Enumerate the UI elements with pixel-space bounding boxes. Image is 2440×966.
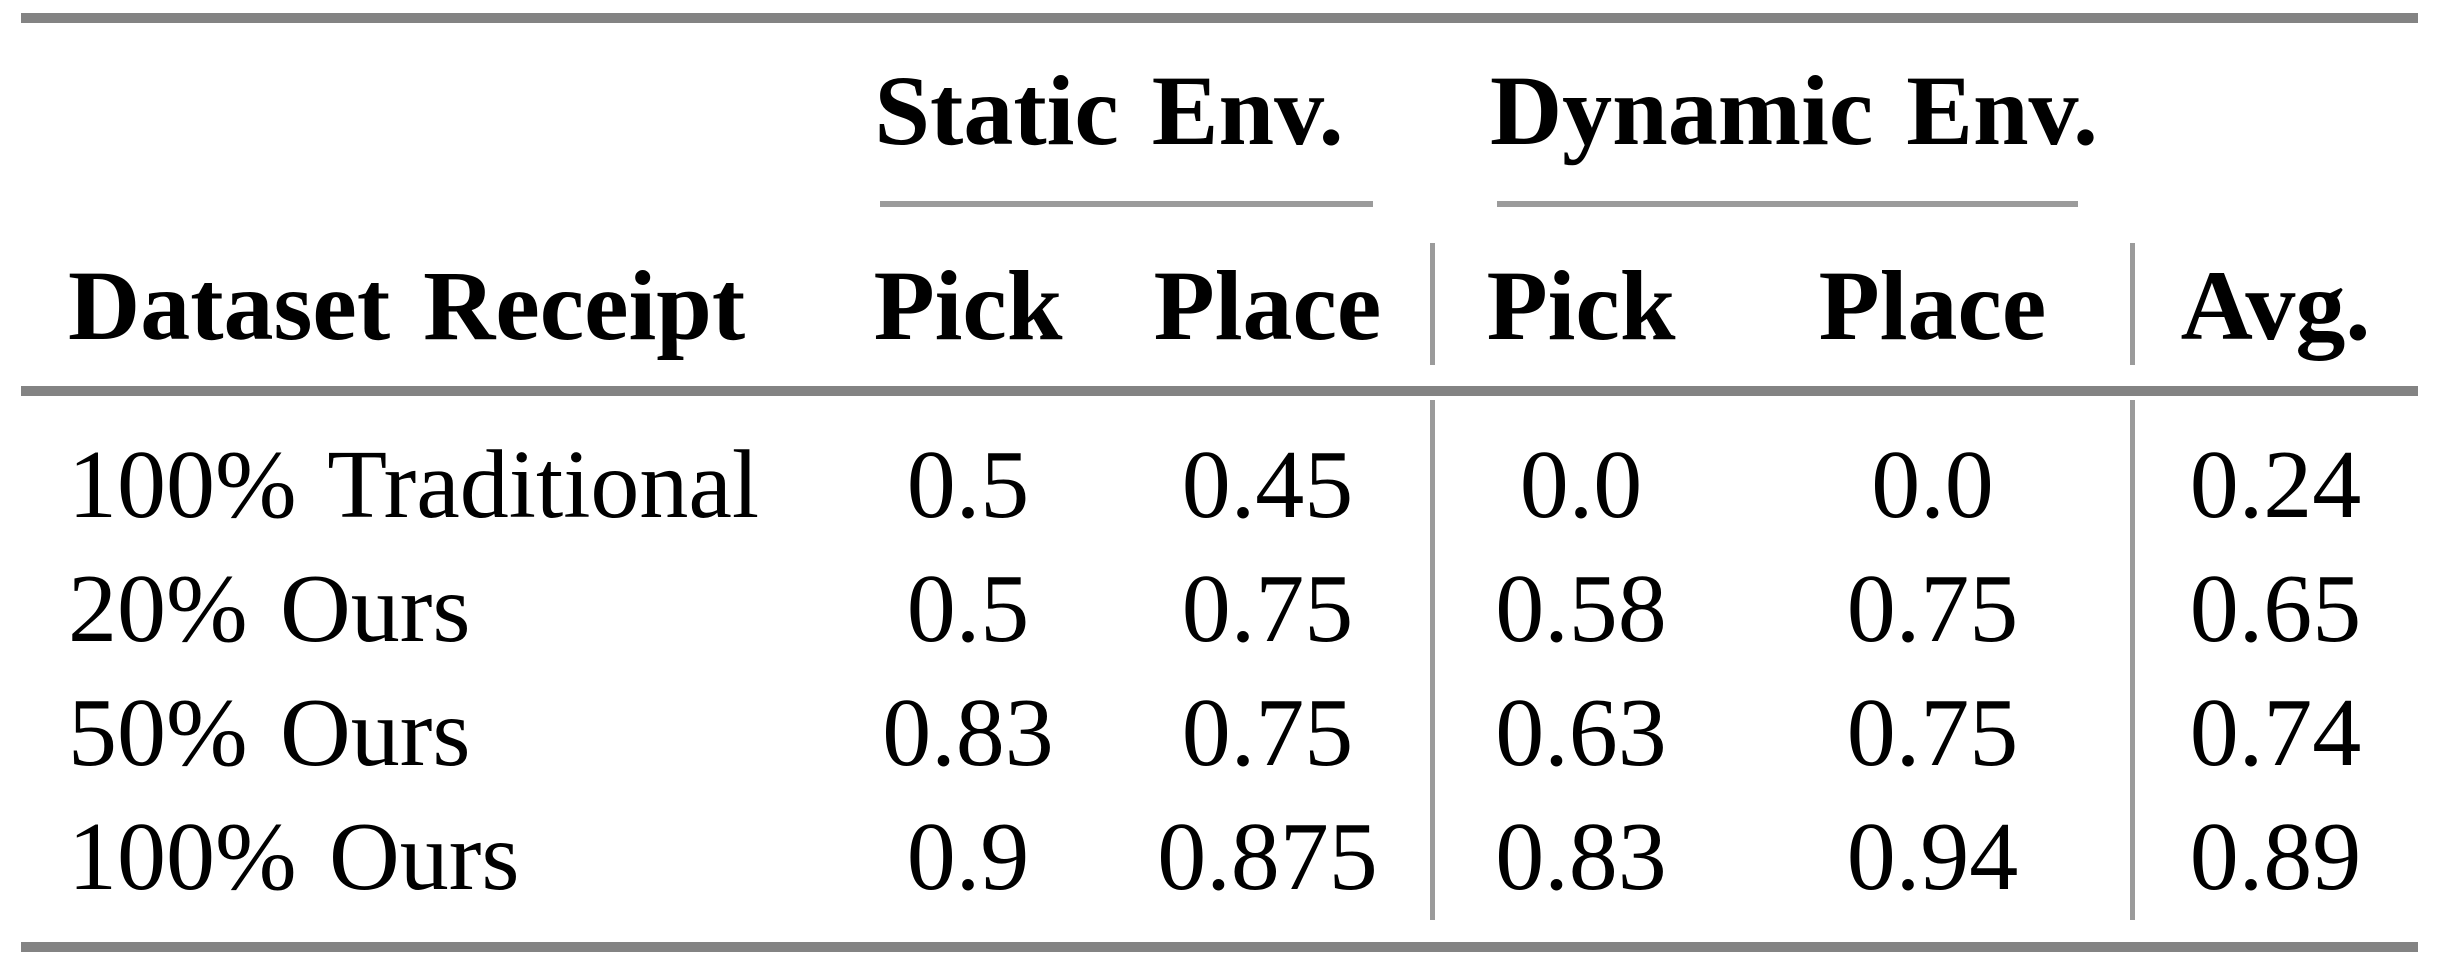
vertical-separator-avg-header <box>2130 243 2135 365</box>
row-label: 100% Traditional <box>68 431 760 539</box>
cell-static-place: 0.75 <box>1181 555 1354 663</box>
column-header-dynamic-pick: Pick <box>1486 249 1676 361</box>
vertical-separator-dynamic-body <box>1430 400 1435 920</box>
cell-dynamic-pick: 0.58 <box>1495 555 1667 663</box>
header-body-divider-rule <box>21 386 2418 396</box>
static-group-underline <box>880 201 1373 207</box>
group-header-dynamic-env: Dynamic Env. <box>1489 55 2099 166</box>
midrule-gap-spacer <box>21 386 2418 423</box>
cell-static-place: 0.875 <box>1157 803 1378 911</box>
column-header-avg: Avg. <box>2180 249 2371 361</box>
cell-dynamic-place: 0.75 <box>1846 679 2019 787</box>
cell-dynamic-pick: 0.0 <box>1519 431 1643 539</box>
cell-avg: 0.89 <box>2189 803 2362 911</box>
group-header-spacer-left <box>21 25 831 225</box>
row-label: 100% Ours <box>68 803 520 911</box>
cell-avg: 0.65 <box>2189 555 2362 663</box>
cell-dynamic-place: 0.0 <box>1871 431 1994 539</box>
row-label: 20% Ours <box>68 555 471 663</box>
cell-dynamic-pick: 0.63 <box>1495 679 1667 787</box>
dynamic-group-underline <box>1497 201 2078 207</box>
column-header-static-place: Place <box>1153 249 1382 361</box>
table-bottom-rule <box>21 942 2418 952</box>
column-header-static-pick: Pick <box>873 249 1063 361</box>
cell-static-pick: 0.5 <box>906 555 1030 663</box>
results-table: Static Env. Dynamic Env. Dataset Receipt… <box>21 25 2418 919</box>
vertical-separator-dynamic-header <box>1430 243 1435 365</box>
cell-static-place: 0.75 <box>1181 679 1354 787</box>
cell-avg: 0.74 <box>2189 679 2362 787</box>
group-header-spacer-right <box>2133 25 2418 225</box>
cell-dynamic-place: 0.75 <box>1846 555 2019 663</box>
row-label: 50% Ours <box>68 679 471 787</box>
cell-static-pick: 0.9 <box>906 803 1030 911</box>
column-header-dynamic-place: Place <box>1818 249 2047 361</box>
cell-static-place: 0.45 <box>1181 431 1354 539</box>
table-top-rule <box>21 13 2418 23</box>
cell-static-pick: 0.5 <box>906 431 1030 539</box>
group-header-static-env: Static Env. <box>874 55 1344 166</box>
column-header-dataset-receipt: Dataset Receipt <box>68 249 746 361</box>
cell-static-pick: 0.83 <box>882 679 1054 787</box>
cell-dynamic-place: 0.94 <box>1846 803 2019 911</box>
vertical-separator-avg-body <box>2130 400 2135 920</box>
cell-avg: 0.24 <box>2189 431 2362 539</box>
cell-dynamic-pick: 0.83 <box>1495 803 1667 911</box>
